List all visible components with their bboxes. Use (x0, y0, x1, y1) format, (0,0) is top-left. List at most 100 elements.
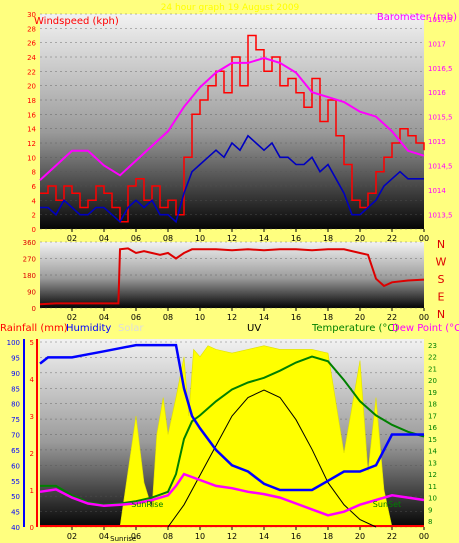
baro-tick-label: 1015,5 (428, 114, 453, 122)
humidity-tick-label: 70 (11, 432, 20, 440)
rain-tick-label: 3 (30, 413, 34, 421)
chart-title: 24 hour graph 19 August 2009 (161, 3, 300, 13)
baro-tick-label: 1016,5 (428, 65, 453, 73)
wind-tick-label: 18 (27, 97, 36, 105)
wind-tick-label: 10 (27, 154, 36, 162)
temp-tick-label: 17 (428, 412, 437, 420)
temp-tick-label: 23 (428, 342, 437, 350)
temp-tick-label: 14 (428, 448, 437, 456)
x-tick-label: 18 (323, 532, 333, 541)
uv-series-line (167, 389, 377, 528)
compass-letter: W (436, 256, 447, 269)
temp-tick-label: 15 (428, 436, 437, 444)
baro-tick-label: 1015 (428, 138, 446, 146)
x-tick-label: 04 (99, 234, 109, 243)
baro-tick-label: 1017 (428, 40, 446, 48)
compass-letter: S (438, 273, 445, 286)
temp-tick-label: 22 (428, 354, 437, 362)
x-tick-label: 16 (291, 313, 301, 322)
direction-tick-label: 270 (23, 256, 36, 264)
x-tick-label: 08 (163, 234, 173, 243)
x-tick-label: 06 (131, 313, 141, 322)
humidity-tick-label: 100 (7, 339, 20, 347)
temp-tick-label: 8 (428, 518, 432, 526)
x-tick-label: 14 (259, 313, 269, 322)
legend-label: Temperature (°C) (311, 323, 398, 334)
humidity-tick-label: 80 (11, 401, 20, 409)
direction-series-line (39, 247, 425, 306)
x-tick-label: 02 (67, 313, 77, 322)
baro-tick-label: 1016 (428, 89, 446, 97)
x-tick-label: 00 (419, 234, 429, 243)
x-tick-label: 18 (323, 313, 333, 322)
wind-tick-label: 0 (32, 226, 36, 234)
x-tick-label: 20 (355, 313, 365, 322)
humidity-tick-label: 45 (11, 509, 20, 517)
x-tick-label: 12 (227, 313, 237, 322)
temp-tick-label: 10 (428, 495, 437, 503)
barometer-axis-label: Barometer (mb) (377, 12, 457, 23)
legend-label: UV (247, 323, 261, 334)
humidity-tick-label: 75 (11, 416, 20, 424)
x-tick-label: 02 (67, 532, 77, 541)
temp-tick-label: 11 (428, 483, 437, 491)
wind-tick-label: 26 (27, 40, 36, 48)
rain-tick-label: 2 (30, 450, 34, 458)
legend-label: Rainfall (mm) (0, 323, 68, 334)
temp-tick-label: 16 (428, 424, 437, 432)
x-tick-label: 00 (419, 532, 429, 541)
wind-tick-label: 28 (27, 25, 36, 33)
baro-tick-label: 1017,5 (428, 16, 453, 24)
wind-panel-bg (40, 14, 424, 229)
compass-letter: E (438, 291, 445, 304)
baro-tick-label: 1014,5 (428, 162, 453, 170)
x-tick-label: 16 (291, 234, 301, 243)
rain-tick-label: 5 (30, 339, 34, 347)
rain-tick-label: 4 (30, 376, 35, 384)
x-tick-label: 16 (291, 532, 301, 541)
humidity-tick-label: 65 (11, 447, 20, 455)
x-tick-label: 14 (259, 532, 269, 541)
humidity-series-line (39, 343, 424, 492)
x-tick-label: 10 (195, 532, 205, 541)
temp-tick-label: 18 (428, 401, 437, 409)
direction-tick-label: 90 (27, 289, 36, 297)
compass-letter: N (437, 238, 445, 251)
dewpoint-series-line (39, 472, 425, 517)
wind-tick-label: 22 (27, 68, 36, 76)
x-tick-label: 22 (387, 234, 397, 243)
wind-tick-label: 8 (32, 169, 36, 177)
temp-tick-label: 21 (428, 365, 437, 373)
x-tick-label: 06 (131, 532, 141, 541)
x-tick-label: 00 (419, 313, 429, 322)
x-tick-label: 14 (259, 234, 269, 243)
avg-wind-series-line (40, 134, 424, 224)
wind-tick-label: 20 (27, 83, 36, 91)
x-tick-label: 10 (195, 313, 205, 322)
x-tick-label: 08 (163, 532, 173, 541)
x-tick-label: 20 (355, 234, 365, 243)
wind-tick-label: 14 (27, 126, 36, 134)
rain-tick-label: 1 (30, 487, 34, 495)
temp-tick-label: 12 (428, 471, 437, 479)
humidity-tick-label: 55 (11, 478, 20, 486)
temp-tick-label: 20 (428, 377, 437, 385)
x-tick-label: 04 (99, 313, 109, 322)
direction-tick-label: 360 (23, 239, 36, 247)
wind-tick-label: 4 (32, 197, 37, 205)
x-tick-label: 04 (99, 532, 109, 541)
x-tick-label: 18 (323, 234, 333, 243)
humidity-tick-label: 50 (11, 493, 20, 501)
legend-label: Dew Point (°C) (392, 323, 459, 334)
x-tick-label: 20 (355, 532, 365, 541)
humidity-tick-label: 40 (11, 524, 20, 532)
humidity-tick-label: 85 (11, 385, 20, 393)
temp-tick-label: 9 (428, 506, 432, 514)
x-tick-label: 08 (163, 313, 173, 322)
rain-tick-label: 0 (30, 524, 34, 532)
gust-series-line (40, 34, 425, 223)
x-tick-label: 06 (131, 234, 141, 243)
windspeed-axis-label: Windspeed (kph) (34, 16, 119, 27)
barometer-series-line (39, 56, 425, 181)
